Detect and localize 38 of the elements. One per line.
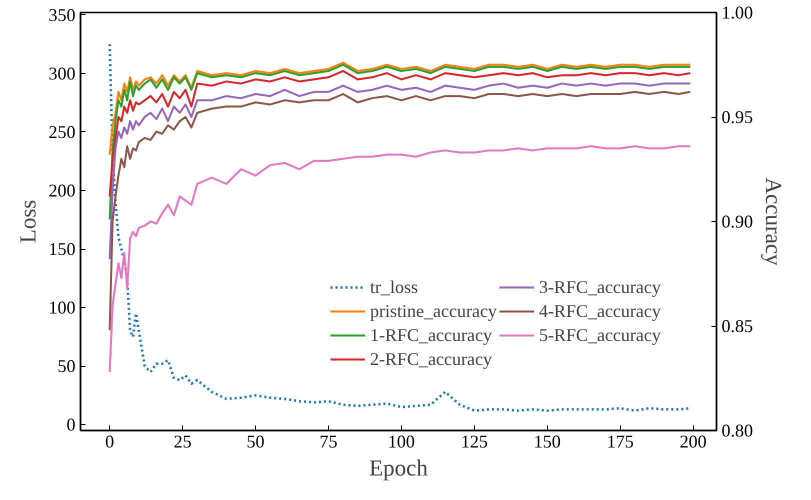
line-series [108, 145, 692, 373]
legend-label: 5-RFC_accuracy [538, 324, 661, 346]
y-tick-label: 100 [48, 298, 76, 318]
legend-label: 2-RFC_accuracy [370, 348, 492, 370]
legend-label: 1-RFC_accuracy [370, 324, 492, 346]
x-tick-label: 50 [246, 432, 265, 452]
y2-tick-label: 1.00 [722, 2, 753, 22]
y-tick-label: 250 [48, 122, 76, 142]
y-tick-label: 0 [66, 414, 76, 435]
x-tick-label: 25 [174, 432, 192, 452]
y2-tick-label: 0.80 [722, 420, 753, 440]
y-tick-label: 50 [58, 356, 76, 376]
legend-label: 4-RFC_accuracy [538, 300, 661, 322]
y2-axis-title: Accuracy [761, 177, 786, 266]
line-series [108, 82, 692, 260]
line-series [108, 70, 692, 198]
x-tick-label: 100 [388, 432, 415, 452]
legend-label: tr_loss [370, 276, 418, 298]
y2-tick-label: 0.85 [722, 316, 753, 336]
x-axis-title: Epoch [369, 456, 428, 480]
y-tick-label: 150 [48, 239, 76, 260]
legend-label: pristine_accuracy [370, 300, 497, 322]
y2-tick-label: 0.90 [722, 212, 753, 232]
line-series [108, 64, 692, 220]
line-series [108, 42, 692, 412]
x-tick-label: 75 [319, 432, 338, 452]
x-tick-label: 0 [105, 432, 114, 452]
legend-label: 3-RFC_accuracy [538, 276, 661, 298]
y-tick-label: 200 [48, 180, 76, 200]
y-axis-title: Loss [16, 200, 40, 244]
x-tick-label: 200 [680, 432, 707, 452]
x-tick-label: 175 [606, 432, 634, 452]
line-series [108, 62, 692, 156]
x-tick-label: 125 [460, 432, 488, 452]
y-tick-label: 300 [48, 63, 76, 84]
y2-tick-label: 0.95 [722, 107, 753, 127]
x-tick-label: 150 [534, 432, 561, 452]
y-tick-label: 350 [48, 4, 76, 25]
